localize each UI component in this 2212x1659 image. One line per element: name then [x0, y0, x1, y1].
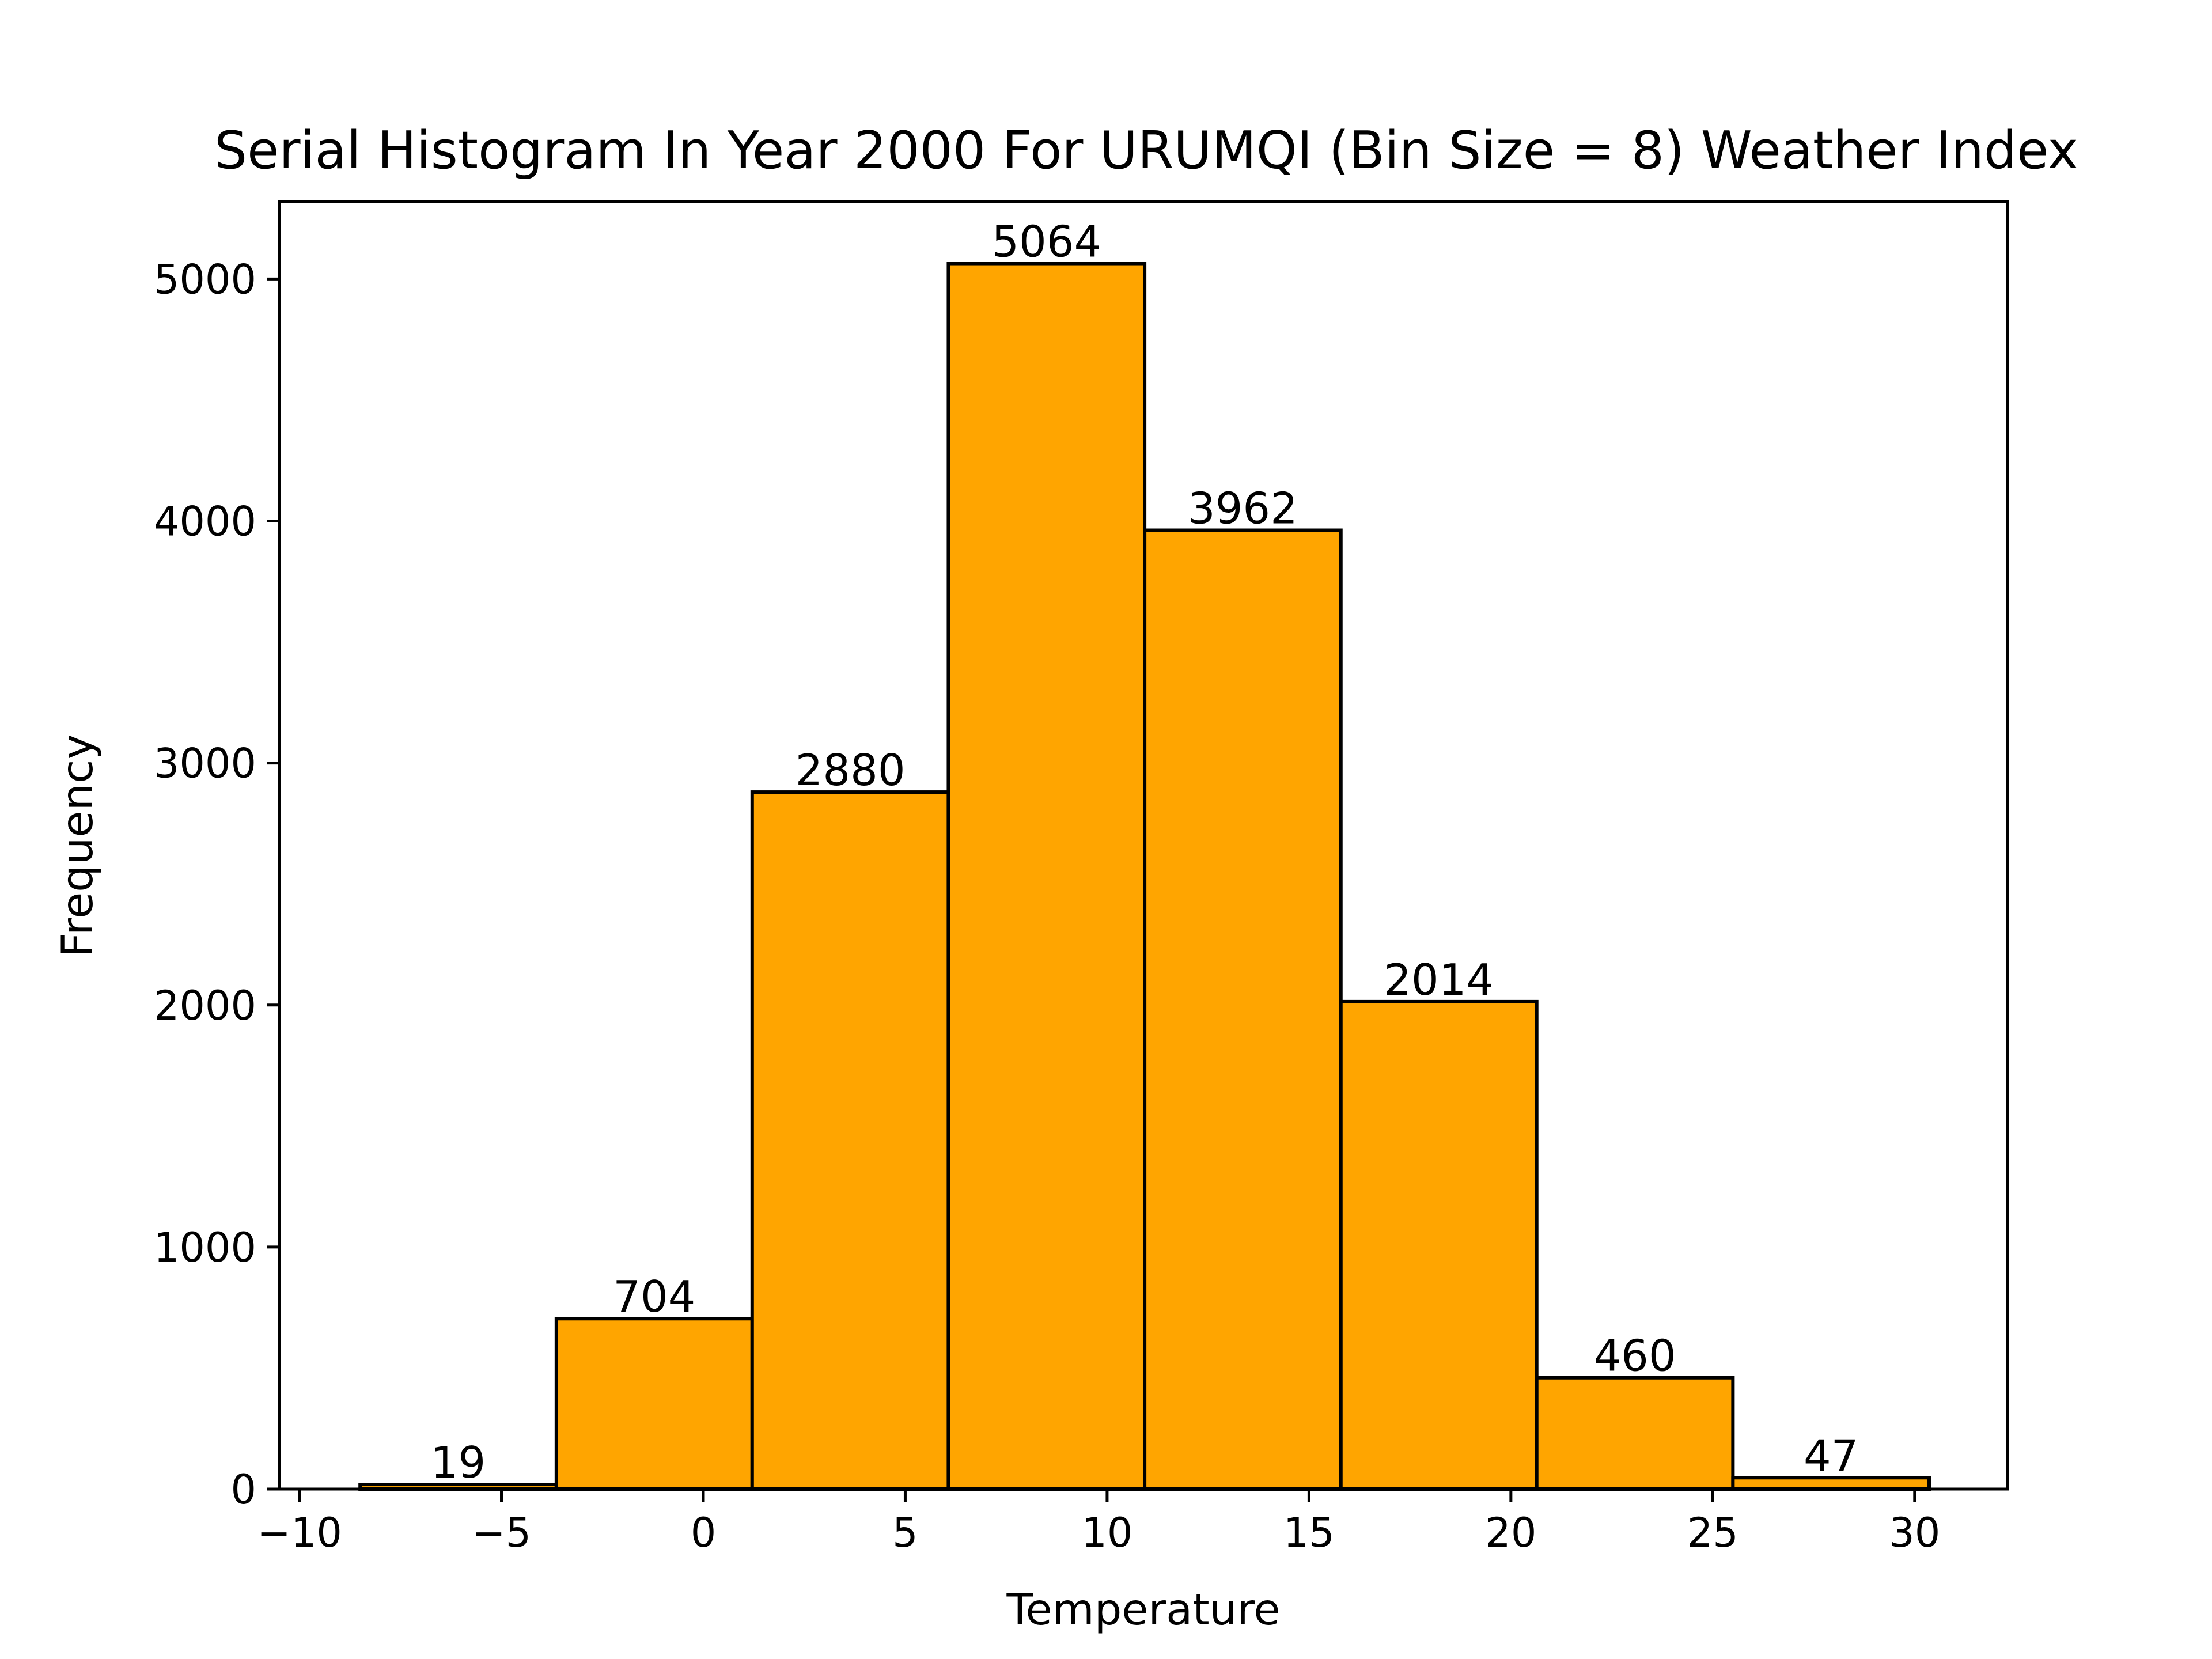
- bar-value-label: 5064: [991, 217, 1101, 267]
- chart-title: Serial Histogram In Year 2000 For URUMQI…: [214, 120, 2078, 181]
- y-tick-label: 1000: [154, 1224, 256, 1271]
- histogram-bar: [554, 1317, 754, 1491]
- x-tick-label: −5: [472, 1509, 531, 1556]
- bar-value-label: 3962: [1188, 483, 1298, 534]
- bar-value-label: 460: [1593, 1331, 1676, 1381]
- plot-frame: [278, 200, 2009, 1491]
- histogram-bar: [946, 262, 1147, 1491]
- y-axis-label: Frequency: [52, 734, 103, 957]
- y-tick-label: 0: [230, 1466, 256, 1513]
- bar-value-label: 19: [431, 1437, 486, 1488]
- x-tick-label: −10: [257, 1509, 342, 1556]
- x-tick-label: 5: [892, 1509, 918, 1556]
- histogram-bar: [1143, 528, 1343, 1491]
- x-tick-label: 0: [691, 1509, 717, 1556]
- x-tick-label: 15: [1283, 1509, 1335, 1556]
- x-tick-label: 30: [1889, 1509, 1940, 1556]
- y-tick-label: 3000: [154, 740, 256, 787]
- y-axis-ticks: 0 1000 2000 3000 4000 5000: [154, 256, 279, 1513]
- x-axis-label: Temperature: [1006, 1584, 1280, 1635]
- histogram-bar: [750, 790, 950, 1491]
- data-labels-group: 19 704 2880 5064 3962 2014 460 47: [431, 217, 1859, 1488]
- x-tick-label: 25: [1687, 1509, 1738, 1556]
- histogram-bar: [1339, 999, 1539, 1491]
- x-axis-ticks: −10 −5 0 5 10 15 20 25 30: [257, 1489, 1940, 1556]
- y-tick-label: 5000: [154, 256, 256, 303]
- bar-value-label: 704: [613, 1271, 695, 1322]
- y-tick-label: 4000: [154, 498, 256, 546]
- histogram-bar: [1535, 1376, 1735, 1491]
- bar-value-label: 47: [1804, 1430, 1858, 1481]
- x-tick-label: 10: [1081, 1509, 1132, 1556]
- x-tick-label: 20: [1485, 1509, 1536, 1556]
- bar-value-label: 2880: [796, 745, 906, 796]
- bar-value-label: 2014: [1384, 955, 1494, 1005]
- bars-group: [358, 262, 1931, 1491]
- y-tick-label: 2000: [154, 982, 256, 1029]
